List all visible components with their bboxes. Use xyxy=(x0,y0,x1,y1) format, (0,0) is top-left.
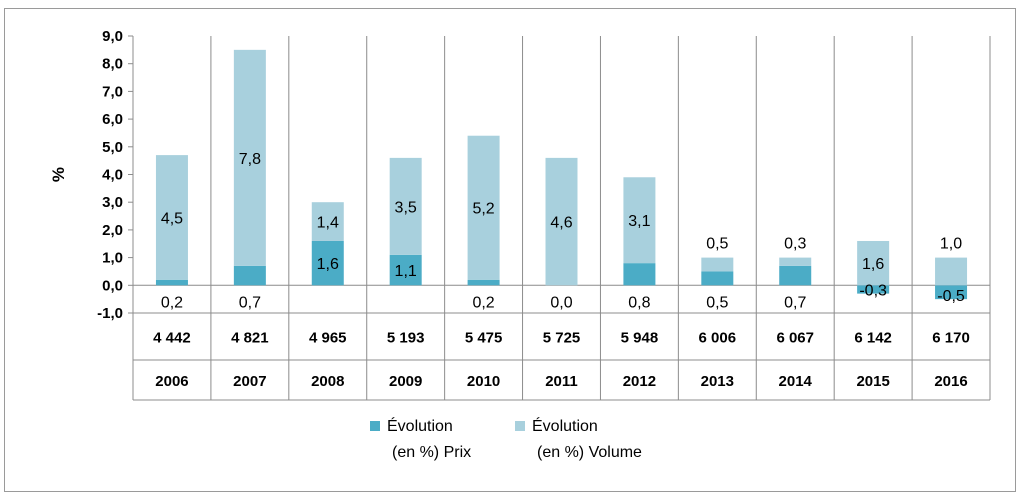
legend-swatch-prix xyxy=(370,421,380,431)
bar-volume-2013 xyxy=(701,257,734,272)
y-tick-label: 6,0 xyxy=(102,111,123,128)
legend-swatch-volume xyxy=(515,421,525,431)
legend-sublabel-volume: (en %) Volume xyxy=(537,444,642,461)
data-label-prix-2014: 0,7 xyxy=(784,294,806,311)
x-tick-label-2015: 2015 xyxy=(856,373,889,390)
table-value-2013: 6 006 xyxy=(699,330,737,347)
bar-volume-2009 xyxy=(389,157,422,255)
y-tick-label: 5,0 xyxy=(102,139,123,156)
bar-volume-2007 xyxy=(233,49,266,266)
bar-volume-2006 xyxy=(155,155,188,280)
x-tick-label-2012: 2012 xyxy=(623,373,656,390)
x-tick-label-2014: 2014 xyxy=(779,373,813,390)
bar-prix-2015 xyxy=(857,285,890,294)
x-tick-label-2008: 2008 xyxy=(311,373,344,390)
table-value-2016: 6 170 xyxy=(932,330,970,347)
data-label-prix-2012: 0,8 xyxy=(628,294,650,311)
y-tick-label: 8,0 xyxy=(102,56,123,73)
table-value-2008: 4 965 xyxy=(309,330,347,347)
bar-prix-2014 xyxy=(779,265,812,286)
data-label-volume-2014: 0,3 xyxy=(784,236,806,253)
bar-volume-2016 xyxy=(935,257,968,286)
data-label-prix-2006: 0,2 xyxy=(161,294,183,311)
table-value-2007: 4 821 xyxy=(231,330,269,347)
table-value-2015: 6 142 xyxy=(854,330,892,347)
table-value-2006: 4 442 xyxy=(153,330,191,347)
y-tick-label: -1,0 xyxy=(97,305,123,322)
x-tick-label-2007: 2007 xyxy=(233,373,266,390)
x-tick-label-2016: 2016 xyxy=(934,373,967,390)
y-tick-label: 0,0 xyxy=(102,277,123,294)
x-tick-label-2006: 2006 xyxy=(155,373,188,390)
legend-label-volume: Évolution xyxy=(532,416,598,435)
data-label-prix-2015: -0,3 xyxy=(859,283,887,300)
data-label-volume-2010: 5,2 xyxy=(472,201,494,218)
x-tick-label-2011: 2011 xyxy=(545,373,578,390)
data-label-volume-2006: 4,5 xyxy=(161,210,183,227)
bar-volume-2014 xyxy=(779,257,812,266)
bar-prix-2008 xyxy=(311,240,344,286)
bar-prix-2016 xyxy=(935,285,968,300)
table-value-2010: 5 475 xyxy=(465,330,503,347)
data-label-prix-2007: 0,7 xyxy=(239,294,261,311)
table-value-2009: 5 193 xyxy=(387,330,425,347)
legend-sublabel-prix: (en %) Prix xyxy=(392,444,471,461)
bar-prix-2009 xyxy=(389,254,422,286)
data-label-prix-2009: 1,1 xyxy=(395,263,417,280)
bar-prix-2010 xyxy=(467,279,500,286)
y-tick-label: 2,0 xyxy=(102,222,123,239)
data-label-volume-2012: 3,1 xyxy=(628,213,650,230)
y-axis-title: % xyxy=(49,167,68,182)
bar-volume-2010 xyxy=(467,135,500,280)
chart-frame xyxy=(4,8,1016,492)
x-tick-label-2010: 2010 xyxy=(467,373,500,390)
bar-prix-2007 xyxy=(233,265,266,286)
bar-volume-2015 xyxy=(857,240,890,286)
data-label-prix-2008: 1,6 xyxy=(317,256,339,273)
bar-prix-2012 xyxy=(623,263,656,286)
data-label-volume-2015: 1,6 xyxy=(862,256,884,273)
legend-label-prix: Évolution xyxy=(387,416,453,435)
bar-volume-2011 xyxy=(545,157,578,286)
bar-prix-2013 xyxy=(701,271,734,286)
data-label-prix-2016: -0,5 xyxy=(937,288,965,305)
data-label-volume-2007: 7,8 xyxy=(239,151,261,168)
table-value-2011: 5 725 xyxy=(543,330,581,347)
x-tick-label-2013: 2013 xyxy=(701,373,734,390)
bar-volume-2012 xyxy=(623,177,656,264)
y-tick-label: 9,0 xyxy=(102,28,123,45)
data-label-volume-2016: 1,0 xyxy=(940,236,962,253)
bar-prix-2006 xyxy=(155,279,188,286)
data-label-volume-2009: 3,5 xyxy=(395,199,417,216)
y-tick-label: 7,0 xyxy=(102,83,123,100)
x-tick-label-2009: 2009 xyxy=(389,373,422,390)
table-value-2014: 6 067 xyxy=(776,330,814,347)
bar-volume-2008 xyxy=(311,202,344,241)
y-tick-label: 3,0 xyxy=(102,194,123,211)
data-label-volume-2008: 1,4 xyxy=(317,215,339,232)
table-value-2012: 5 948 xyxy=(621,330,659,347)
data-label-prix-2013: 0,5 xyxy=(706,294,728,311)
data-label-volume-2013: 0,5 xyxy=(706,236,728,253)
y-tick-label: 4,0 xyxy=(102,167,123,184)
data-label-prix-2010: 0,2 xyxy=(472,294,494,311)
y-tick-label: 1,0 xyxy=(102,250,123,267)
data-label-volume-2011: 4,6 xyxy=(550,215,572,232)
data-label-prix-2011: 0,0 xyxy=(550,294,572,311)
